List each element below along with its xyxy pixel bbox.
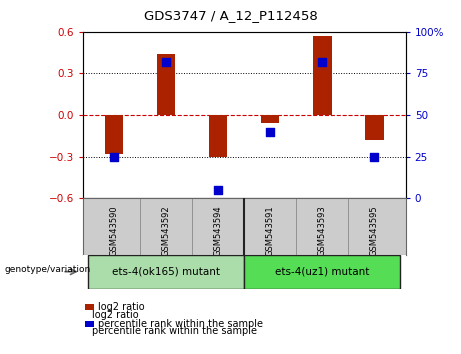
Bar (105, 115, 123, 154)
Bar (209, 115, 227, 156)
Text: percentile rank within the sample: percentile rank within the sample (92, 326, 257, 336)
Text: GSM543590: GSM543590 (110, 205, 119, 256)
Point (215, 187, 222, 193)
Point (266, 129, 274, 135)
Text: log2 ratio: log2 ratio (92, 310, 139, 320)
Text: genotype/variation: genotype/variation (5, 266, 91, 274)
Bar (365, 115, 384, 140)
Bar (261, 115, 279, 124)
Text: GSM543595: GSM543595 (370, 205, 379, 256)
Text: log2 ratio: log2 ratio (98, 302, 144, 312)
Point (163, 59, 170, 65)
Text: GSM543592: GSM543592 (162, 205, 171, 256)
Point (111, 154, 118, 159)
Point (371, 154, 378, 159)
Text: ets-4(uz1) mutant: ets-4(uz1) mutant (275, 267, 370, 277)
Text: GDS3747 / A_12_P112458: GDS3747 / A_12_P112458 (144, 10, 317, 22)
Text: GSM543594: GSM543594 (214, 205, 223, 256)
Text: GSM543593: GSM543593 (318, 205, 327, 256)
Text: GSM543591: GSM543591 (266, 205, 275, 256)
Bar (88, 255, 244, 289)
Point (319, 59, 326, 65)
Bar (244, 255, 401, 289)
Bar (313, 36, 331, 115)
Bar (157, 54, 175, 115)
Text: percentile rank within the sample: percentile rank within the sample (98, 319, 263, 329)
Text: ets-4(ok165) mutant: ets-4(ok165) mutant (112, 267, 220, 277)
